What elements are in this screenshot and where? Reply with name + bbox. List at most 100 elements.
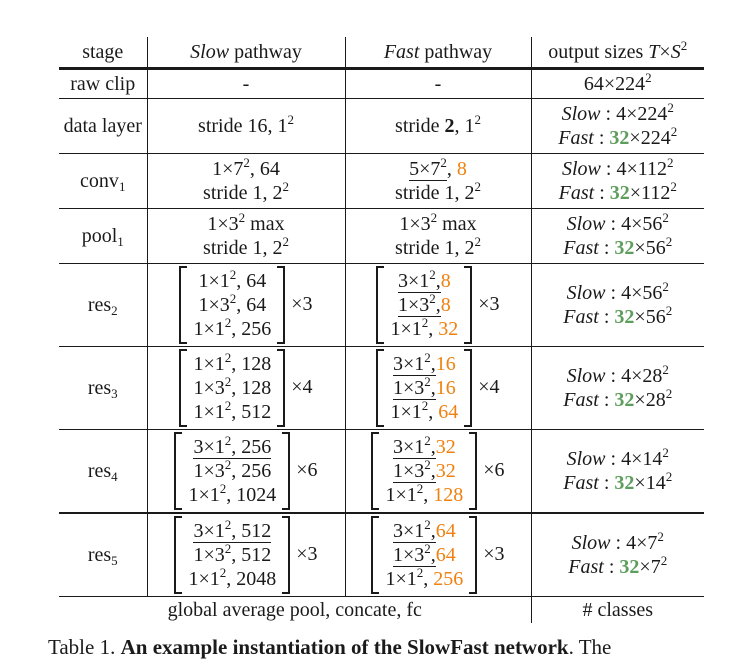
out-fast-rest: ×224	[629, 127, 671, 149]
channels: 32	[438, 318, 459, 340]
fast-res5-block: 3×12, 64 1×32, 64 1×12, 256	[371, 516, 478, 594]
underlined-kernel: 3×12, 256	[193, 434, 272, 459]
header-slow-label: Slow	[190, 41, 230, 63]
row-res2: res2 1×12, 64 1×32, 64 1×12, 256 ×3 3×12…	[59, 263, 704, 347]
channels: , 512	[231, 520, 272, 542]
fast-res2: 3×12, 8 1×32, 8 1×12, 32 ×3	[345, 263, 532, 347]
left-bracket	[376, 266, 385, 344]
header-stage: stage	[59, 37, 148, 70]
fast-res4-multiplier: ×6	[483, 458, 505, 481]
fast-res4-line2: 1×32, 32	[385, 457, 463, 483]
row-pool1: pool1 1×32 max stride 1, 22 1×32 max str…	[59, 208, 705, 264]
stage-res5: res5	[59, 513, 148, 597]
out-slow-sup: 2	[662, 362, 669, 377]
kernel-sup: 2	[424, 457, 431, 472]
out-fast-sup: 2	[665, 234, 673, 249]
channels: , 256	[231, 318, 272, 340]
kernel: 1×3	[392, 377, 425, 399]
right-bracket	[464, 266, 473, 344]
right-bracket	[464, 349, 473, 427]
kernel-sup: 2	[421, 315, 429, 330]
underlined-kernel: 3×12,	[392, 433, 436, 459]
left-bracket	[174, 516, 183, 594]
kernel: 1×1	[385, 484, 417, 506]
fast-res4-lines: 3×12, 32 1×32, 32 1×12, 128	[379, 433, 469, 507]
kernel: 1×1	[188, 484, 220, 506]
channels: , 512	[231, 401, 272, 423]
header-output-text: output sizes	[548, 41, 649, 63]
kernel-sup: 2	[224, 433, 232, 448]
underlined-kernel: 1×32,	[397, 291, 441, 317]
slow-conv1-channels: , 64	[249, 158, 280, 180]
stage-pool1-sub: 1	[117, 234, 124, 249]
kernel-sup: 2	[224, 541, 232, 556]
out-fast-sep: :	[594, 182, 610, 204]
kernel: 1×3	[392, 460, 425, 482]
out-slow-sup: 2	[662, 445, 669, 460]
kernel-sup: 2	[219, 481, 227, 496]
fast-data-layer-sup: 2	[474, 112, 481, 127]
slow-data-layer-sup: 2	[287, 112, 294, 127]
output-res4: Slow : 4×142 Fast : 32×142	[531, 430, 704, 514]
kernel-sup: 2	[224, 374, 232, 389]
row-conv1: conv1 1×72, 64 stride 1, 22 5×72, 8 stri…	[59, 153, 704, 209]
slow-res5-line1: 3×12, 512	[188, 518, 276, 543]
kernel: 1×3	[397, 294, 430, 316]
kernel: 3×1	[392, 353, 425, 375]
slow-res3-line1: 1×12, 128	[193, 351, 272, 376]
output-res2-slow: Slow : 4×562	[532, 280, 705, 305]
slow-pool1-stride: stride 1, 2	[203, 237, 283, 259]
out-fast-num: 32	[609, 182, 630, 204]
left-bracket	[179, 266, 188, 344]
row-classifier: global average pool, concate, fc # class…	[59, 596, 704, 623]
underlined-kernel: 1×32,	[392, 541, 436, 567]
fast-res5-lines: 3×12, 64 1×32, 64 1×12, 256	[379, 518, 469, 591]
kernel: 1×3	[193, 377, 225, 399]
fast-pool1-type: max	[437, 213, 477, 235]
output-raw-clip: 64×2242	[531, 69, 704, 99]
stage-raw-clip: raw clip	[59, 68, 148, 99]
stage-res2-base: res	[87, 294, 112, 316]
fast-res5: 3×12, 64 1×32, 64 1×12, 256 ×3	[345, 513, 532, 597]
fast-res2-line3: 1×12, 32	[390, 315, 459, 340]
stage-pool1: pool1	[59, 208, 148, 264]
header-slow-suffix: pathway	[229, 41, 302, 63]
slow-pool1-type: max	[245, 213, 285, 235]
header-slow-pathway: Slow pathway	[147, 37, 346, 70]
out-fast-label: Fast	[563, 237, 599, 259]
classifier-description: global average pool, concate, fc	[59, 596, 532, 623]
out-fast-sep: :	[598, 389, 615, 411]
row-raw-clip: raw clip - - 64×2242	[59, 68, 704, 99]
slow-conv1-kernel: 1×7	[212, 158, 244, 180]
out-slow-label: Slow	[566, 213, 606, 235]
fast-pool1-line2: stride 1, 22	[346, 235, 531, 260]
output-res2-fast: Fast : 32×562	[532, 304, 705, 329]
channels: 16	[435, 377, 456, 399]
output-pool1-fast: Fast : 32×562	[532, 234, 705, 260]
right-bracket	[277, 266, 286, 344]
stage-res2: res2	[59, 263, 148, 347]
slow-pool1-kernel: 1×3	[207, 213, 239, 235]
fast-raw-clip: -	[345, 68, 532, 99]
kernel: 1×3	[193, 544, 225, 566]
right-bracket	[282, 432, 291, 510]
slow-res4-line3: 1×12, 1024	[188, 481, 276, 507]
fast-data-layer-bold: 2	[444, 115, 455, 137]
fast-res2-lines: 3×12, 8 1×32, 8 1×12, 32	[384, 268, 464, 341]
out-fast-sup: 2	[670, 179, 677, 194]
out-fast-num: 32	[614, 472, 635, 494]
out-fast-sep: :	[598, 237, 615, 259]
fast-res5-line3: 1×12, 256	[385, 565, 464, 590]
stage-res4-sub: 4	[111, 469, 118, 484]
stage-res3-base: res	[87, 377, 112, 399]
output-res2: Slow : 4×562 Fast : 32×562	[531, 264, 704, 347]
fast-res2-line2: 1×32, 8	[390, 291, 458, 317]
out-slow-sup: 2	[667, 155, 674, 170]
channels: , 128	[231, 353, 272, 375]
row-res4: res4 3×12, 256 1×32, 256 1×12, 1024 ×6 3…	[59, 429, 704, 514]
kernel-sup: 2	[224, 398, 232, 413]
out-slow-label: Slow	[571, 532, 611, 554]
output-conv1: Slow : 4×1122 Fast : 32×1122	[531, 154, 704, 209]
out-fast-sep: :	[603, 556, 620, 578]
out-slow-rest: : 4×56	[605, 282, 663, 304]
